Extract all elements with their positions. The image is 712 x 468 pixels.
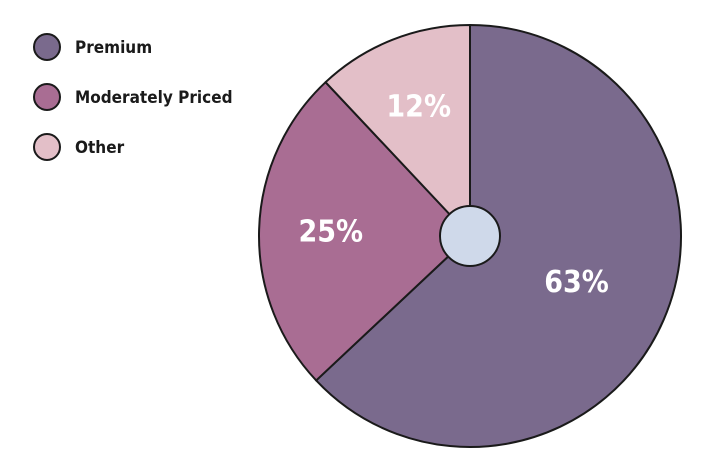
pie-slice-labels: 63% 25% 12% [298, 90, 608, 301]
pie-center-hole [439, 205, 501, 267]
legend-swatch-moderately-priced [33, 83, 61, 111]
pie-slice-label-moderately-priced: 25% [298, 215, 363, 250]
legend-swatch-other [33, 133, 61, 161]
pie-slice-moderately-priced [258, 81, 471, 382]
pie-slice-label-premium: 63% [544, 265, 609, 300]
legend-swatch-premium [33, 33, 61, 61]
legend: Premium Moderately Priced Other [33, 33, 233, 161]
legend-label-other: Other [75, 138, 125, 158]
legend-label-premium: Premium [75, 38, 152, 58]
legend-label-moderately-priced: Moderately Priced [75, 88, 233, 108]
pie-slice-label-other: 12% [386, 90, 451, 125]
pie-slice-other [324, 24, 471, 237]
